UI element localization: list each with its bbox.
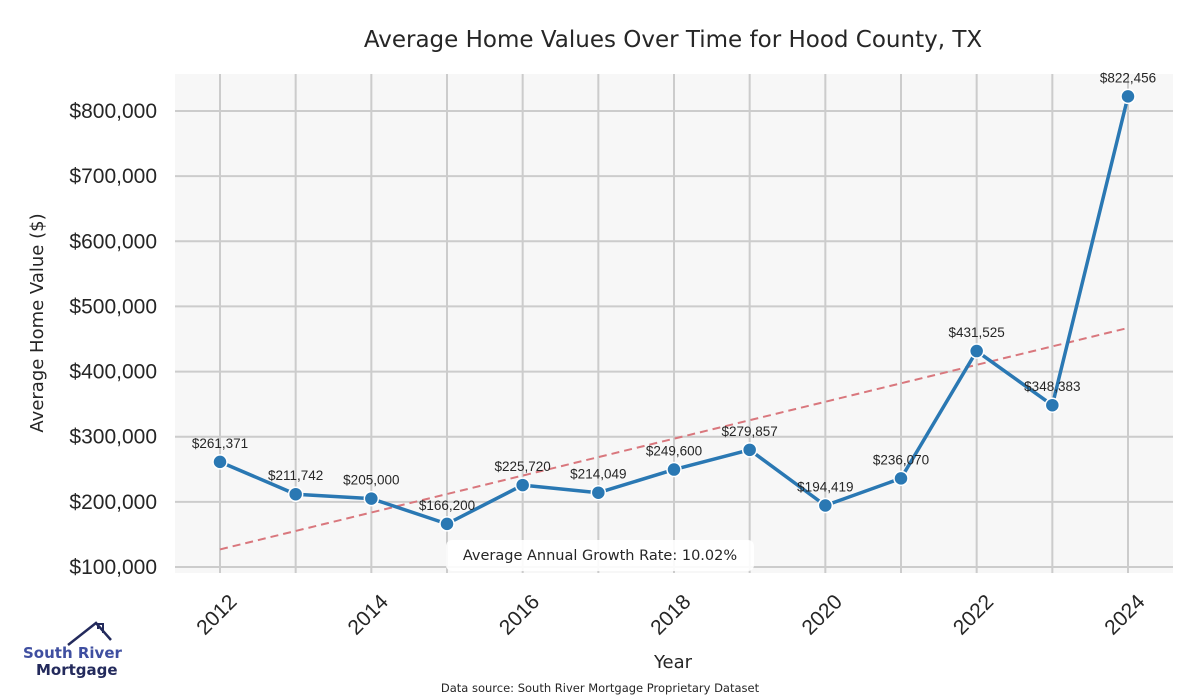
data-label: $279,857	[722, 424, 778, 439]
company-logo: South River Mortgage	[23, 621, 123, 679]
data-label: $348,383	[1024, 379, 1080, 394]
house-roof-icon	[67, 621, 112, 646]
data-label: $261,371	[192, 436, 248, 451]
data-point	[741, 442, 758, 458]
data-label: $431,525	[949, 325, 1005, 340]
data-label: $822,456	[1100, 70, 1156, 85]
y-tick-label: $200,000	[69, 491, 157, 514]
data-point	[1044, 397, 1061, 413]
growth-rate-annotation: Average Annual Growth Rate: 10.02%	[446, 540, 754, 571]
data-point	[666, 461, 682, 478]
annotation-box	[446, 540, 754, 571]
data-point	[1120, 88, 1136, 105]
data-points	[212, 88, 1136, 532]
y-tick-label: $400,000	[69, 361, 157, 384]
logo-text-line1: South River	[23, 644, 123, 662]
data-point	[590, 484, 607, 501]
growth-rate-text: Average Annual Growth Rate: 10.02%	[463, 548, 737, 564]
data-label: $214,049	[570, 467, 626, 482]
data-label: $236,070	[873, 452, 929, 467]
chart-title: Average Home Values Over Time for Hood C…	[364, 27, 983, 53]
data-point	[287, 486, 304, 502]
data-label: $225,720	[495, 459, 551, 474]
data-label: $205,000	[343, 473, 399, 488]
logo-text-line2: Mortgage	[36, 661, 118, 679]
data-label: $211,742	[268, 468, 323, 483]
y-tick-label: $800,000	[69, 100, 157, 123]
data-point	[514, 477, 531, 493]
data-point	[363, 490, 380, 507]
y-tick-labels: $100,000 $200,000 $300,000 $400,000 $500,000…	[69, 100, 157, 579]
data-labels: $261,371 $211,742 $205,000 $166,200 $225,720…	[192, 70, 1156, 513]
y-axis-label: Average Home Value ($)	[27, 213, 48, 432]
x-axis-label: Year	[653, 652, 693, 673]
y-tick-label: $700,000	[69, 165, 157, 188]
data-label: $194,419	[797, 479, 853, 494]
data-point	[968, 343, 985, 359]
y-tick-label: $300,000	[69, 426, 157, 449]
y-tick-label: $100,000	[69, 556, 157, 579]
data-label: $249,600	[646, 444, 702, 459]
data-point	[817, 497, 834, 514]
data-point	[439, 516, 455, 532]
data-point	[893, 470, 909, 487]
x-gridlines	[219, 74, 1129, 573]
data-label: $166,200	[419, 498, 475, 513]
y-tick-label: $500,000	[69, 295, 157, 318]
y-tick-label: $600,000	[69, 230, 157, 253]
data-point	[212, 454, 228, 470]
chimney-icon	[97, 623, 104, 633]
data-source-note: Data source: South River Mortgage Propri…	[441, 681, 760, 695]
